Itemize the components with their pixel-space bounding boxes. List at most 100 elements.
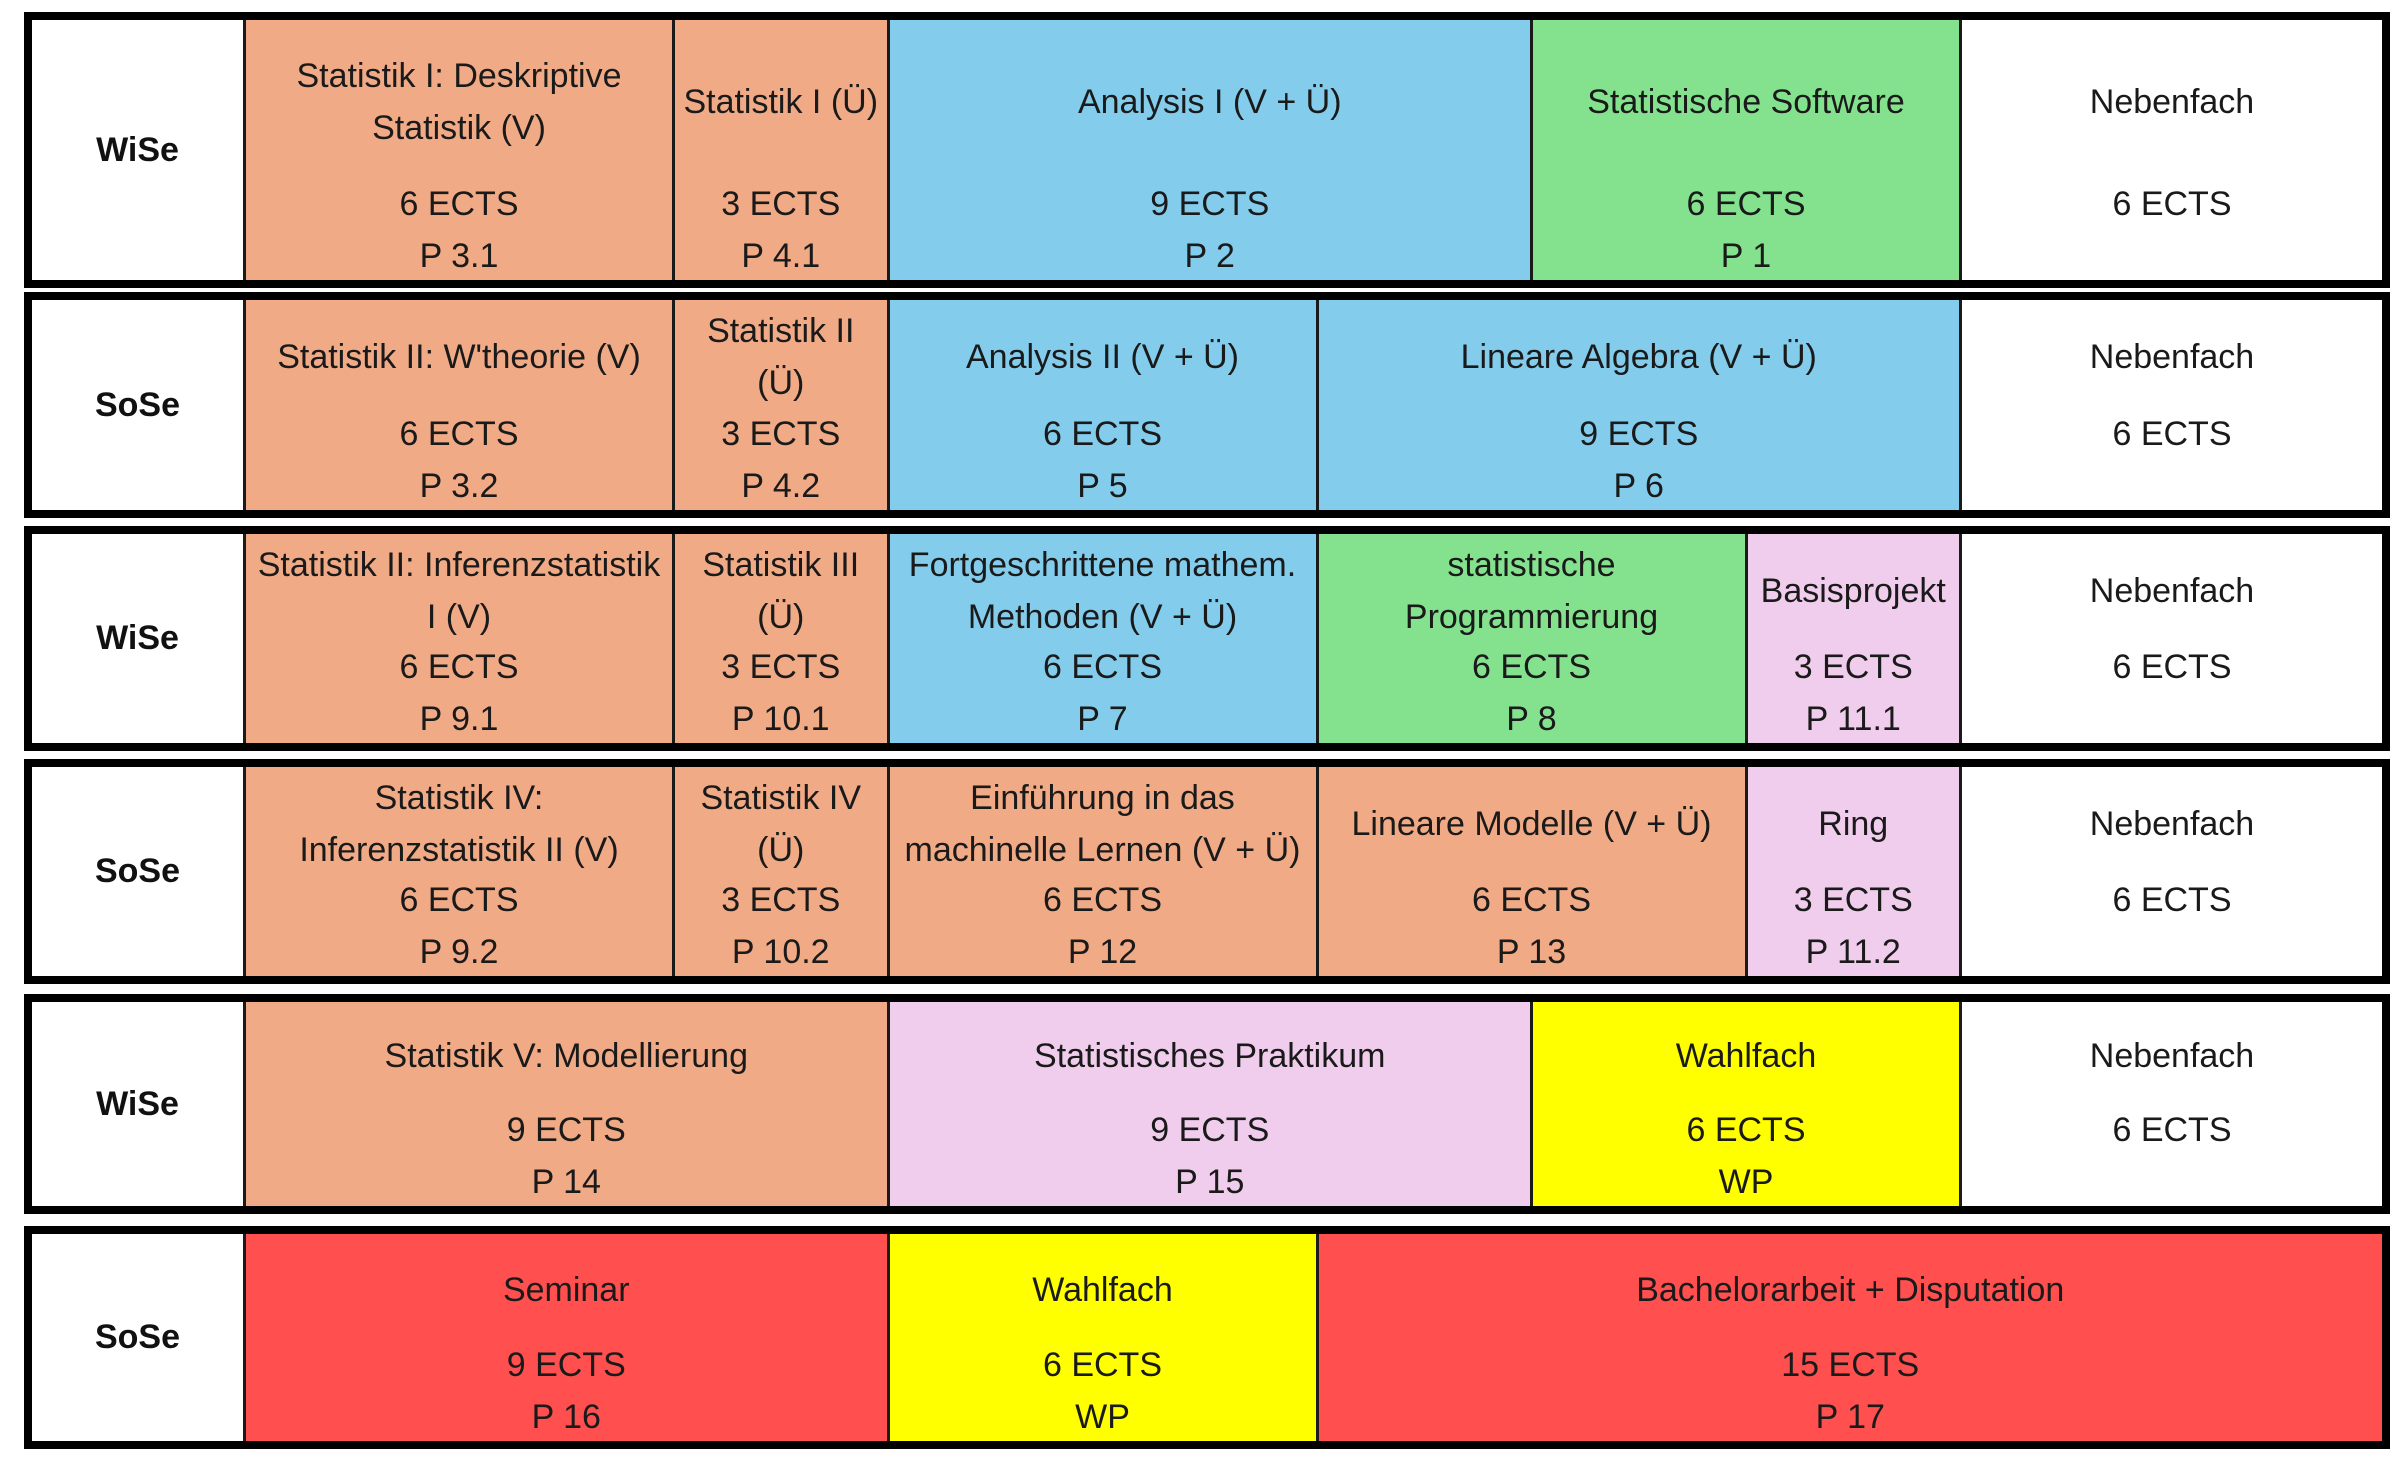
module-ects: 6 ECTS	[1686, 1111, 1806, 1149]
module-cell: Seminar 9 ECTS P 16	[243, 1234, 887, 1441]
module-code: P 9.2	[419, 933, 499, 971]
module-title: Statistik IV (Ü)	[700, 778, 862, 869]
module-code: P 5	[1077, 467, 1128, 505]
module-ects: 9 ECTS	[1150, 1111, 1270, 1149]
module-code: WP	[1075, 1398, 1130, 1436]
semester-row: SoSe Statistik IV: Inferenzstatistik II (…	[24, 759, 2390, 984]
module-cell: Analysis I (V + Ü) 9 ECTS P 2	[886, 20, 1530, 280]
module-title: Ring	[1818, 804, 1889, 843]
module-code: P 10.1	[731, 700, 830, 738]
module-ects: 6 ECTS	[1471, 648, 1592, 686]
module-title: Statistik III (Ü)	[702, 545, 860, 636]
module-title: Statistik V: Modellierung	[384, 1037, 748, 1075]
module-cell: Fortgeschrittene mathem. Methoden (V + Ü…	[886, 534, 1316, 743]
module-code: P 16	[531, 1398, 601, 1436]
module-cell: Nebenfach 6 ECTS	[1959, 767, 2382, 976]
module-ects: 6 ECTS	[1042, 881, 1163, 919]
module-ects: 6 ECTS	[1471, 881, 1592, 919]
module-title: Wahlfach	[1032, 1270, 1173, 1309]
module-cell: Statistisches Praktikum 9 ECTS P 15	[886, 1002, 1530, 1206]
module-ects: 3 ECTS	[721, 881, 841, 919]
module-title: Statistik II: Inferenzstatistik I (V)	[257, 545, 661, 636]
module-ects: 9 ECTS	[506, 1111, 626, 1149]
module-ects: 9 ECTS	[1579, 415, 1699, 453]
module-cell: Statistik IV: Inferenzstatistik II (V) 6 …	[243, 767, 672, 976]
module-title: Seminar	[502, 1270, 630, 1309]
module-code: P 1	[1720, 237, 1772, 275]
module-title: Fortgeschrittene mathem. Methoden (V + Ü…	[908, 545, 1297, 636]
module-code: P 3.1	[419, 237, 499, 275]
module-cell: Nebenfach 6 ECTS	[1959, 534, 2382, 743]
module-title: Lineare Modelle (V + Ü)	[1351, 804, 1712, 843]
module-cell: Statistik I: Deskriptive Statistik (V) 6 …	[243, 20, 672, 280]
semester-row: WiSe Statistik II: Inferenzstatistik I (V…	[24, 526, 2390, 751]
module-ects: 6 ECTS	[399, 415, 519, 453]
module-cell: Statistik II: Inferenzstatistik I (V) 6 E…	[243, 534, 672, 743]
module-ects: 3 ECTS	[721, 415, 841, 453]
module-code: P 14	[531, 1163, 601, 1201]
module-ects: 15 ECTS	[1781, 1346, 1920, 1384]
module-code: P 7	[1077, 700, 1128, 738]
module-code: WP	[1718, 1163, 1774, 1201]
module-ects: 6 ECTS	[2112, 415, 2232, 453]
module-title: Wahlfach	[1675, 1037, 1817, 1075]
module-title: Nebenfach	[2089, 83, 2255, 121]
semester-row: SoSe Seminar 9 ECTS P 16 Wahlfach 6 ECTS WP Bac…	[24, 1226, 2390, 1449]
module-ects: 6 ECTS	[2112, 1111, 2232, 1149]
module-title: Nebenfach	[2089, 804, 2255, 843]
module-cell: Statistik V: Modellierung 9 ECTS P 14	[243, 1002, 887, 1206]
module-code: P 2	[1184, 237, 1235, 275]
module-code: P 4.2	[741, 467, 821, 505]
module-cell: Bachelorarbeit + Disputation 15 ECTS P 17	[1315, 1234, 2382, 1441]
module-ects: 6 ECTS	[2112, 648, 2232, 686]
module-title: Nebenfach	[2089, 571, 2255, 610]
module-code: P 11.1	[1805, 700, 1901, 738]
module-code: P 11.2	[1805, 933, 1901, 971]
module-ects: 3 ECTS	[721, 648, 841, 686]
module-cell: Statistik II (Ü) 3 ECTS P 4.2	[672, 300, 887, 510]
module-title: Statistik II: W'theorie (V)	[277, 338, 641, 376]
module-cell: Wahlfach 6 ECTS WP	[1530, 1002, 1959, 1206]
module-title: Statistisches Praktikum	[1034, 1037, 1386, 1075]
semester-row: SoSe Statistik II: W'theorie (V) 6 ECTS P 3…	[24, 292, 2390, 518]
module-code: P 4.1	[741, 237, 821, 275]
semester-row: WiSe Statistik V: Modellierung 9 ECTS P 14 S…	[24, 994, 2390, 1214]
module-code: P 6	[1613, 467, 1664, 505]
module-ects: 6 ECTS	[2112, 881, 2232, 919]
module-code: P 17	[1815, 1398, 1885, 1436]
semester-label: WiSe	[96, 619, 179, 657]
module-ects: 6 ECTS	[1686, 185, 1806, 223]
module-title: Statistische Software	[1587, 83, 1905, 121]
module-title: Statistik II (Ü)	[707, 312, 855, 402]
module-title: Analysis I (V + Ü)	[1077, 83, 1342, 121]
module-ects: 6 ECTS	[1042, 415, 1163, 453]
semester-label: SoSe	[94, 1318, 181, 1356]
module-title: Lineare Algebra (V + Ü)	[1460, 338, 1817, 376]
module-ects: 6 ECTS	[399, 185, 519, 223]
module-cell: statistische Programmierung 6 ECTS P 8	[1315, 534, 1745, 743]
module-cell: Einführung in das machinelle Lernen (V +…	[886, 767, 1316, 976]
module-ects: 9 ECTS	[506, 1346, 626, 1384]
module-title: Basisprojekt	[1760, 571, 1946, 610]
module-cell: Lineare Modelle (V + Ü) 6 ECTS P 13	[1315, 767, 1745, 976]
module-cell: Statistik III (Ü) 3 ECTS P 10.1	[672, 534, 887, 743]
module-ects: 6 ECTS	[1042, 648, 1163, 686]
semester-row: WiSe Statistik I: Deskriptive Statistik (…	[24, 12, 2390, 288]
module-code: P 12	[1067, 933, 1138, 971]
module-code: P 10.2	[731, 933, 830, 971]
module-title: Bachelorarbeit + Disputation	[1636, 1270, 2065, 1309]
semester-label: WiSe	[96, 1084, 179, 1123]
module-ects: 6 ECTS	[2112, 185, 2232, 223]
module-title: Analysis II (V + Ü)	[965, 338, 1239, 376]
semester-label: SoSe	[94, 852, 181, 890]
module-code: P 8	[1506, 700, 1557, 738]
module-ects: 3 ECTS	[1793, 648, 1913, 686]
module-ects: 9 ECTS	[1150, 185, 1270, 223]
module-title: Statistik IV: Inferenzstatistik II (V)	[299, 778, 619, 869]
semester-label: WiSe	[96, 130, 179, 169]
module-cell: Nebenfach 6 ECTS	[1959, 300, 2382, 510]
module-code: P 13	[1496, 933, 1567, 971]
module-cell: Analysis II (V + Ü) 6 ECTS P 5	[886, 300, 1316, 510]
module-code: P 15	[1175, 1163, 1245, 1201]
module-title: Nebenfach	[2089, 338, 2255, 376]
